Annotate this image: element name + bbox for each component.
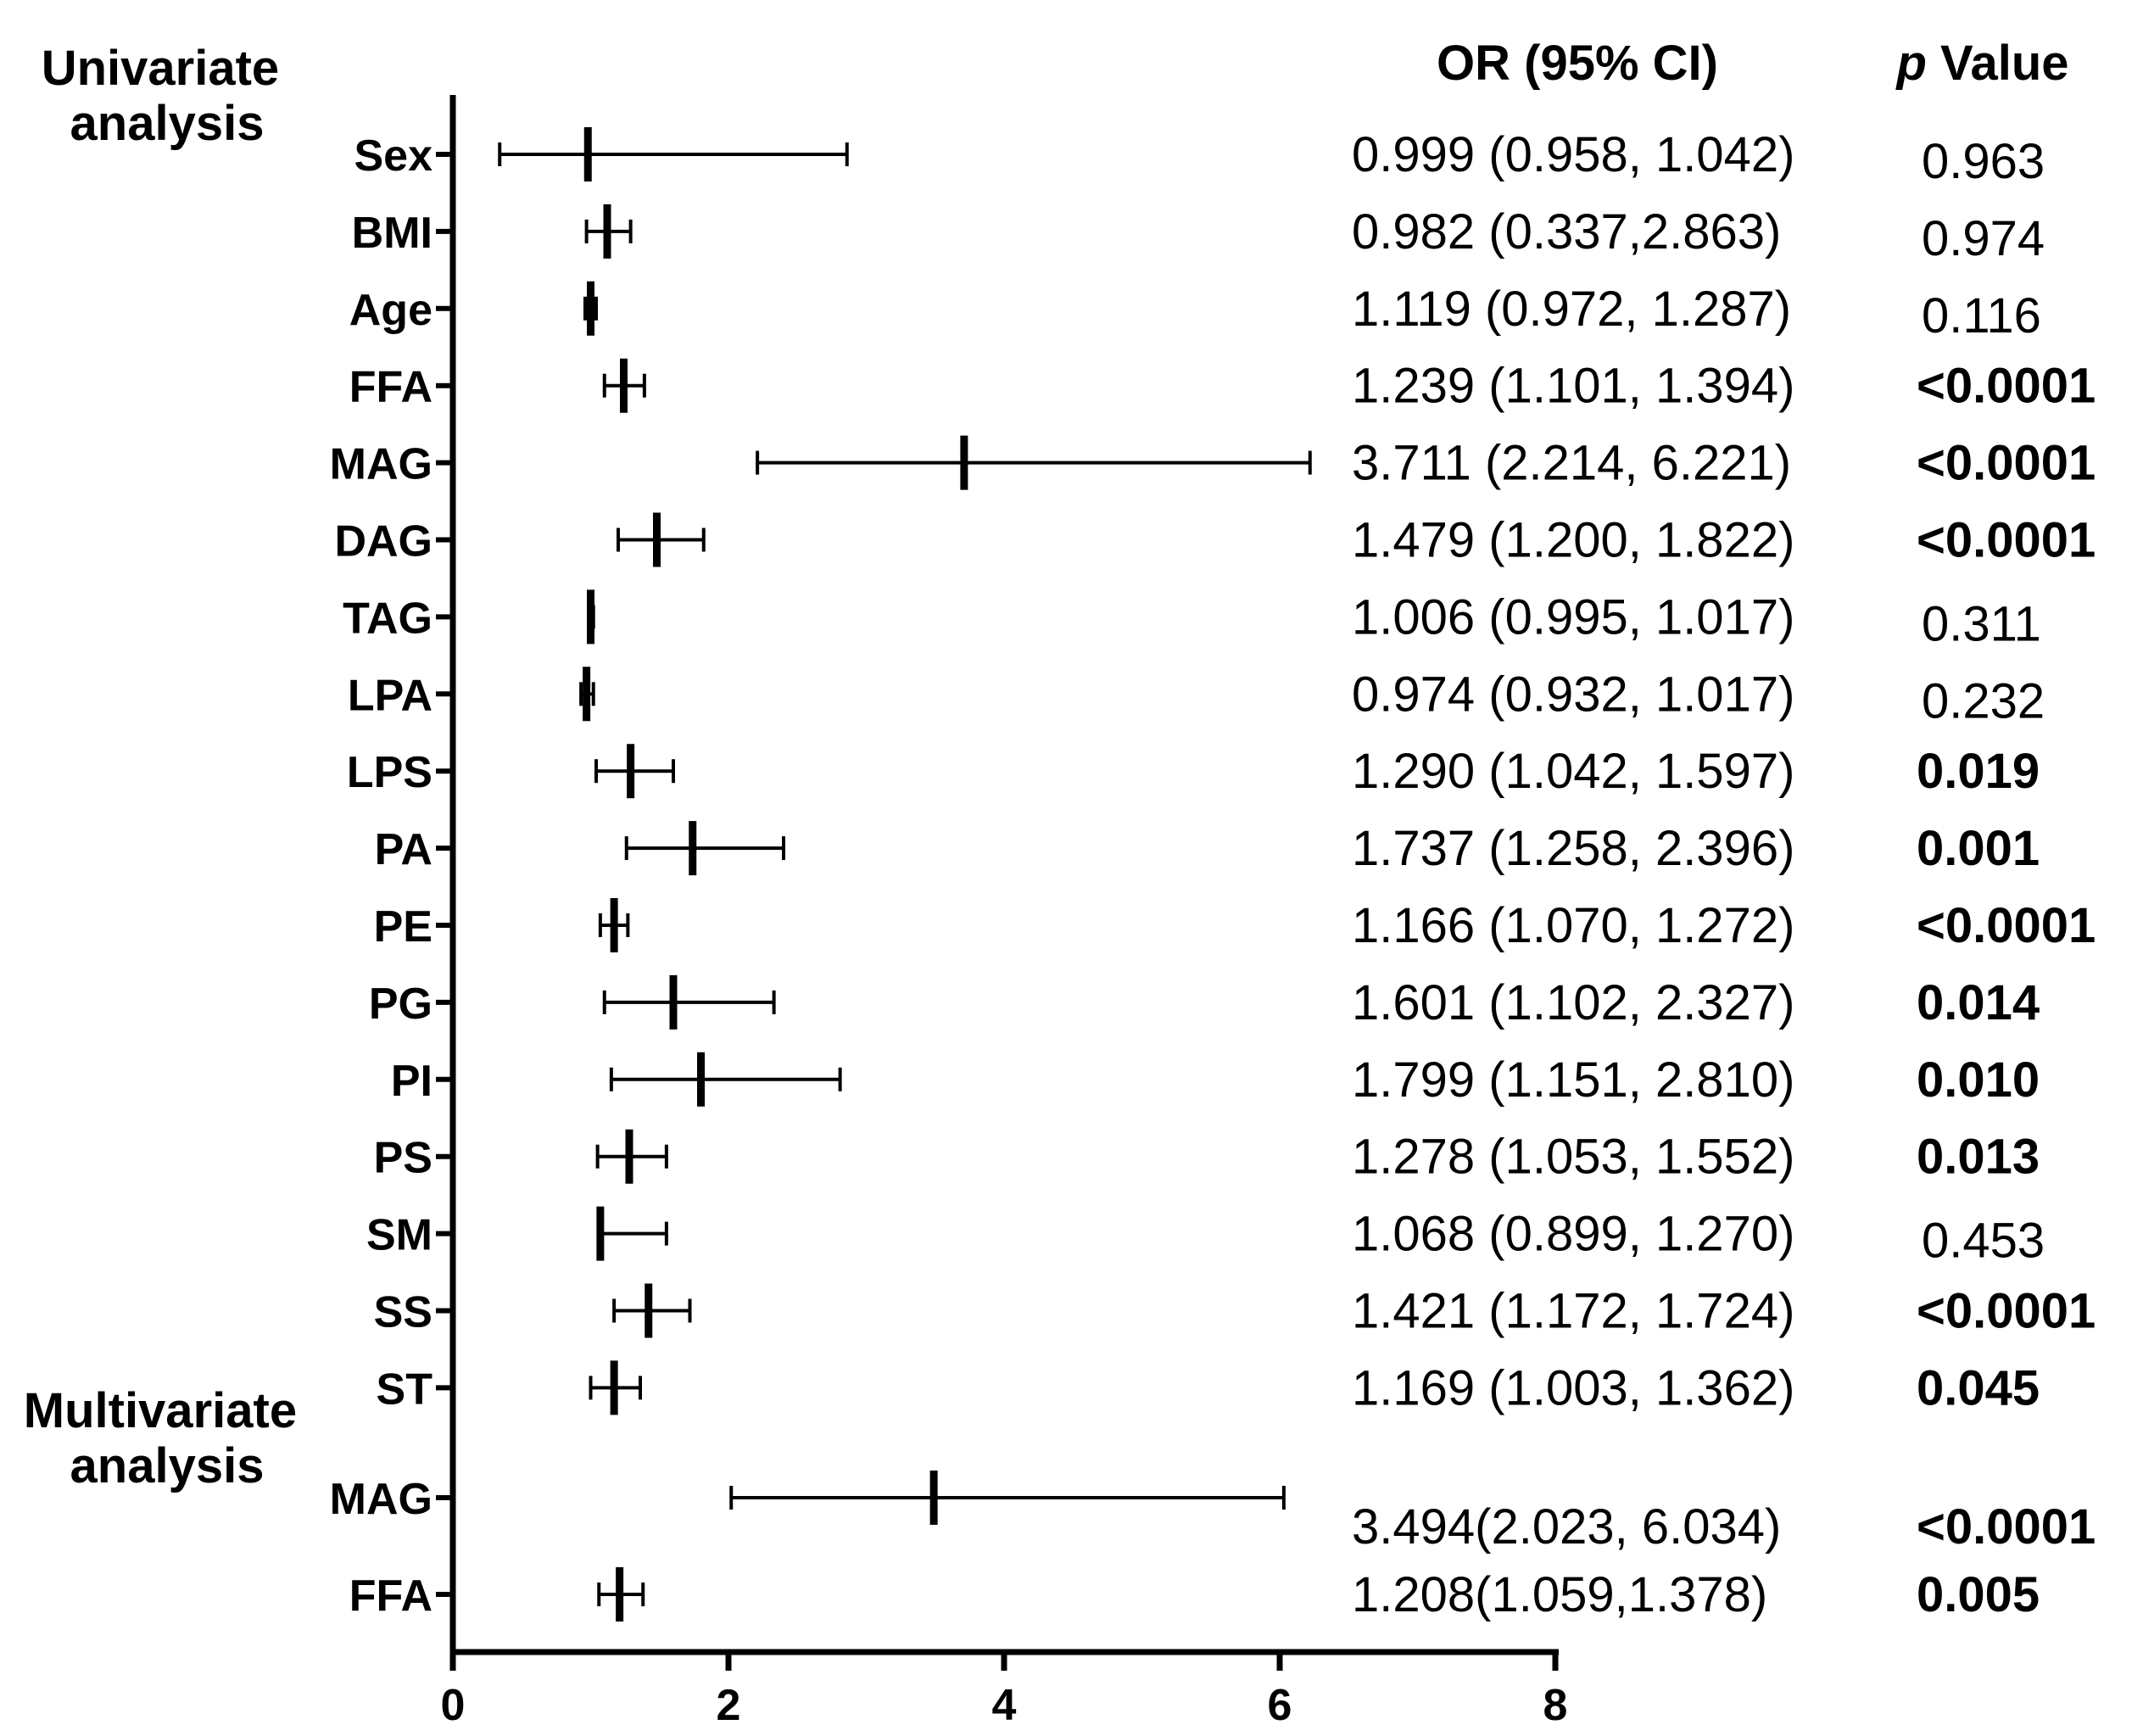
p-value-uni-age: 0.116 [1922,288,2041,343]
p-value-header-rest: Value [1927,36,2069,91]
p-value-uni-pa: 0.001 [1917,821,2040,876]
row-label-uni-dag: DAG [334,517,433,567]
row-label-uni-pg: PG [369,980,433,1029]
p-value-header-italic: p [1895,36,1926,91]
forest-row-uni-ss: SS 1.421 (1.172, 1.724) <0.0001 [374,1283,2096,1339]
p-value-uni-tag: 0.311 [1922,596,2041,651]
or-value-uni-bmi: 0.982 (0.337,2.863) [1352,204,1781,260]
row-label-uni-lpa: LPA [348,671,433,720]
p-value-uni-lpa: 0.232 [1922,673,2045,728]
univariate-title-line-2: analysis [70,96,265,151]
forest-row-uni-sex: Sex 0.999 (0.958, 1.042) 0.963 [354,127,2045,189]
or-value-uni-lps: 1.290 (1.042, 1.597) [1352,744,1794,799]
row-label-uni-pa: PA [375,825,433,874]
row-label-uni-bmi: BMI [352,209,433,258]
p-value-uni-lps: 0.019 [1917,744,2040,799]
p-value-uni-mag: <0.0001 [1917,436,2096,491]
or-value-uni-ps: 1.278 (1.053, 1.552) [1352,1130,1794,1185]
or-value-uni-sex: 0.999 (0.958, 1.042) [1352,127,1794,182]
p-value-multi-mag: <0.0001 [1917,1499,2096,1555]
multivariate-title-line-2: analysis [70,1438,265,1493]
or-value-uni-lpa: 0.974 (0.932, 1.017) [1352,667,1794,722]
multivariate-title-line-1: Multivariate [24,1383,297,1438]
or-value-uni-st: 1.169 (1.003, 1.362) [1352,1360,1794,1415]
x-tick-label-2: 2 [717,1681,741,1730]
row-label-uni-ps: PS [374,1134,433,1183]
p-value-uni-sm: 0.453 [1922,1214,2045,1269]
forest-row-uni-dag: DAG 1.479 (1.200, 1.822) <0.0001 [334,512,2096,568]
forest-row-uni-pi: PI 1.799 (1.151, 2.810) 0.010 [391,1052,2040,1108]
or-value-uni-sm: 1.068 (0.899, 1.270) [1352,1207,1794,1262]
row-label-multi-mag: MAG [330,1475,433,1524]
p-value-uni-bmi: 0.974 [1922,211,2045,266]
or-value-multi-mag: 3.494(2.023, 6.034) [1352,1499,1781,1555]
forest-row-uni-tag: TAG 1.006 (0.995, 1.017) 0.311 [343,589,2041,651]
forest-row-uni-age: Age 1.119 (0.972, 1.287) 0.116 [349,281,2041,343]
forest-row-uni-mag: MAG 3.711 (2.214, 6.221) <0.0001 [330,435,2096,491]
row-label-uni-lps: LPS [347,748,433,797]
x-tick-label-4: 4 [992,1681,1017,1730]
or-value-uni-dag: 1.479 (1.200, 1.822) [1352,513,1794,568]
or-value-uni-pi: 1.799 (1.151, 2.810) [1352,1052,1794,1108]
row-label-uni-tag: TAG [343,594,433,643]
x-tick-label-6: 6 [1268,1681,1292,1730]
forest-row-uni-ps: PS 1.278 (1.053, 1.552) 0.013 [374,1129,2040,1185]
multivariate-section-title: Multivariate analysis [24,1383,310,1493]
row-label-uni-ffa: FFA [349,363,433,412]
p-value-uni-pg: 0.014 [1917,975,2040,1030]
forest-row-uni-ffa: FFA 1.239 (1.101, 1.394) <0.0001 [349,358,2096,414]
forest-row-multi-mag: MAG 3.494(2.023, 6.034) <0.0001 [330,1471,2096,1555]
or-value-uni-pa: 1.737 (1.258, 2.396) [1352,821,1794,876]
forest-row-multi-ffa: FFA 1.208(1.059,1.378) 0.005 [349,1567,2040,1622]
row-label-uni-ss: SS [374,1288,433,1337]
forest-row-uni-pg: PG 1.601 (1.102, 2.327) 0.014 [369,974,2040,1030]
row-label-uni-st: ST [377,1365,433,1414]
or-value-uni-age: 1.119 (0.972, 1.287) [1352,282,1791,337]
p-value-uni-ss: <0.0001 [1917,1284,2096,1339]
p-value-uni-dag: <0.0001 [1917,513,2096,568]
univariate-title-line-1: Univariate [42,41,279,96]
row-label-uni-age: Age [349,286,433,335]
or-value-uni-pe: 1.166 (1.070, 1.272) [1352,898,1794,953]
forest-row-uni-st: ST 1.169 (1.003, 1.362) 0.045 [377,1360,2040,1415]
p-value-uni-ps: 0.013 [1917,1130,2040,1185]
forest-row-uni-bmi: BMI 0.982 (0.337,2.863) 0.974 [352,204,2045,266]
or-column-header: OR (95% CI) [1437,36,1718,91]
forest-row-uni-pe: PE 1.166 (1.070, 1.272) <0.0001 [374,898,2096,953]
forest-row-uni-lpa: LPA 0.974 (0.932, 1.017) 0.232 [348,667,2045,728]
forest-row-uni-sm: SM 1.068 (0.899, 1.270) 0.453 [366,1206,2045,1269]
or-value-uni-ss: 1.421 (1.172, 1.724) [1352,1284,1794,1339]
p-value-uni-sex: 0.963 [1922,134,2045,189]
row-label-multi-ffa: FFA [349,1571,433,1621]
p-value-column-header: p Value [1895,36,2068,91]
or-value-uni-mag: 3.711 (2.214, 6.221) [1352,436,1791,491]
or-value-uni-pg: 1.601 (1.102, 2.327) [1352,975,1794,1030]
row-label-uni-sm: SM [366,1211,433,1260]
row-label-uni-pi: PI [391,1057,433,1106]
univariate-section-title: Univariate analysis [42,41,293,151]
row-label-uni-sex: Sex [354,131,433,181]
or-value-uni-ffa: 1.239 (1.101, 1.394) [1352,359,1794,414]
p-value-uni-st: 0.045 [1917,1360,2040,1415]
or-value-multi-ffa: 1.208(1.059,1.378) [1352,1567,1767,1622]
forest-row-uni-pa: PA 1.737 (1.258, 2.396) 0.001 [375,821,2040,876]
x-tick-label-8: 8 [1543,1681,1568,1730]
forest-row-uni-lps: LPS 1.290 (1.042, 1.597) 0.019 [347,744,2040,799]
row-label-uni-mag: MAG [330,440,433,489]
p-value-uni-ffa: <0.0001 [1917,359,2096,414]
forest-rows: Sex 0.999 (0.958, 1.042) 0.963 BMI 0.982 (0.… [330,127,2096,1622]
p-value-uni-pi: 0.010 [1917,1052,2040,1108]
x-axis-ticks: 0 2 4 6 8 [441,1652,1568,1730]
p-value-multi-ffa: 0.005 [1917,1567,2040,1622]
row-label-uni-pe: PE [374,902,433,952]
p-value-uni-pe: <0.0001 [1917,898,2096,953]
x-tick-label-0: 0 [441,1681,466,1730]
or-value-uni-tag: 1.006 (0.995, 1.017) [1352,589,1794,645]
